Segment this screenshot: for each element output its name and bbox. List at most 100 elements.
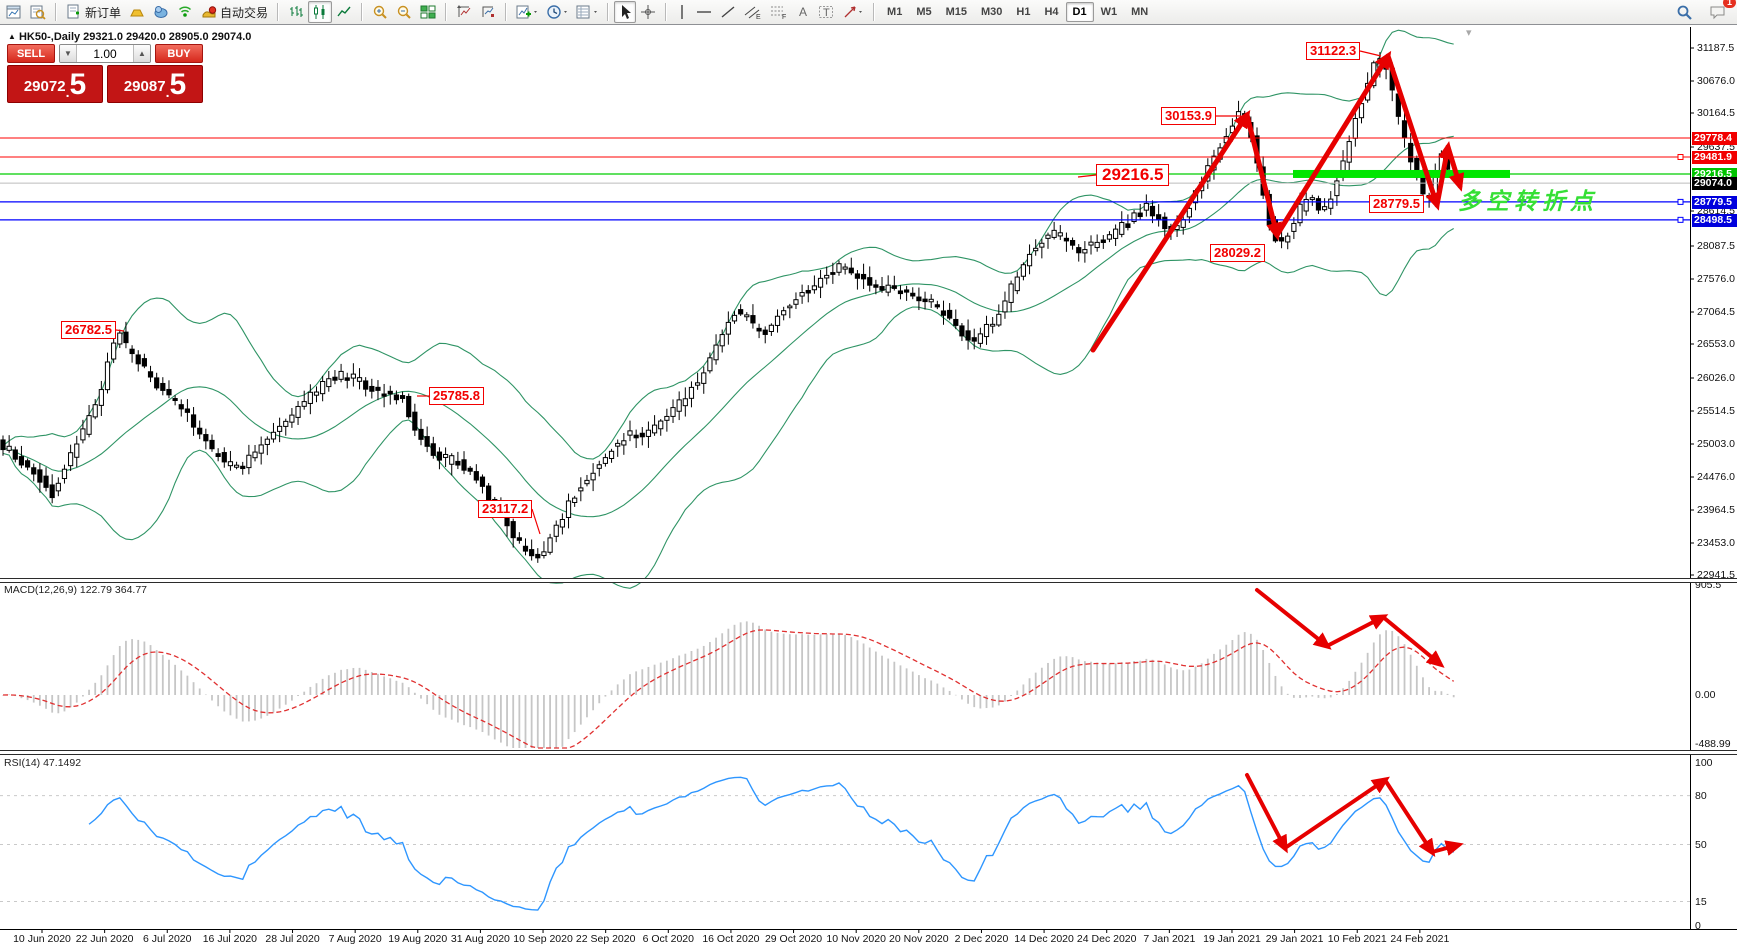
experts-button[interactable] xyxy=(149,1,173,23)
date-label: 16 Jul 2020 xyxy=(202,933,258,945)
scroll-to-end-icon[interactable]: ▾ xyxy=(1466,27,1472,39)
price-label-28029.2[interactable]: 28029.2 xyxy=(1210,244,1265,262)
buy-button[interactable]: BUY xyxy=(155,44,203,63)
new-order-button[interactable]: 新订单 xyxy=(62,1,125,24)
chart-window-button[interactable] xyxy=(2,1,26,23)
auto-arrange-button[interactable] xyxy=(452,1,476,23)
date-label: 29 Oct 2020 xyxy=(764,933,823,945)
tf-button-M30[interactable]: M30 xyxy=(981,6,1003,18)
text-icon: A xyxy=(799,5,807,19)
arrange-icon xyxy=(457,5,471,17)
sell-button[interactable]: SELL xyxy=(7,44,55,63)
text-label-tool[interactable]: T xyxy=(814,1,838,23)
price-label-28779.5[interactable]: 28779.5 xyxy=(1369,195,1424,213)
svg-text:A: A xyxy=(799,5,807,19)
tf-button-M5[interactable]: M5 xyxy=(916,6,932,18)
new-order-icon xyxy=(67,4,79,19)
tf-button-W1[interactable]: W1 xyxy=(1100,6,1118,18)
crosshair-tool-button[interactable] xyxy=(636,1,660,23)
macd-indicator-label: MACD(12,26,9) 122.79 364.77 xyxy=(4,584,148,596)
vertical-line-tool[interactable] xyxy=(672,1,692,23)
chevron-down-icon: ▼ xyxy=(64,49,72,58)
trend-note-text[interactable]: 多空转折点 xyxy=(1458,188,1598,214)
trend-arrows-rsi[interactable] xyxy=(1245,773,1464,858)
autotrading-button[interactable]: 自动交易 xyxy=(197,1,272,24)
toolbar-separator xyxy=(361,3,364,21)
trend-arrows-macd[interactable] xyxy=(1255,588,1445,668)
price-label-26782.5[interactable]: 26782.5 xyxy=(61,321,116,339)
volume-up-button[interactable]: ▲ xyxy=(133,45,150,62)
rsi-level-lines xyxy=(0,795,1690,903)
buy-price-display[interactable]: 29087. 5 xyxy=(107,65,203,103)
comment-icon xyxy=(1710,6,1725,20)
price-badge-29778.4: 29778.4 xyxy=(1692,131,1737,145)
price-label-30153.9[interactable]: 30153.9 xyxy=(1161,107,1216,125)
trendline-icon xyxy=(721,6,735,18)
add-indicator-icon xyxy=(516,5,538,19)
one-click-trading-panel: SELL ▼ 1.00 ▲ BUY 29072. 5 29087. 5 xyxy=(7,44,203,103)
pane-separator-rsi[interactable] xyxy=(0,750,1737,755)
price-badge-28779.5: 28779.5 xyxy=(1692,195,1737,209)
price-tick-label: 27064.5 xyxy=(1697,306,1735,318)
ingot-button[interactable] xyxy=(125,1,149,23)
price-label-25785.8[interactable]: 25785.8 xyxy=(429,387,484,405)
search-button[interactable] xyxy=(1672,1,1697,24)
price-label-23117.2[interactable]: 23117.2 xyxy=(478,500,533,518)
tile-windows-icon xyxy=(420,5,436,19)
toolbar-separator xyxy=(55,3,57,21)
fibonacci-tool[interactable]: F xyxy=(766,1,792,23)
sell-price-display[interactable]: 29072. 5 xyxy=(7,65,103,103)
trendline-tool[interactable] xyxy=(716,1,740,23)
period-button[interactable] xyxy=(542,1,572,23)
date-label: 7 Aug 2020 xyxy=(328,933,382,945)
price-label-31122.3[interactable]: 31122.3 xyxy=(1306,42,1361,60)
data-window-button[interactable] xyxy=(26,1,50,23)
toolbar-separator xyxy=(277,3,280,21)
tf-button-D1[interactable]: D1 xyxy=(1065,2,1094,22)
line-chart-icon xyxy=(337,6,351,17)
date-label: 2 Dec 2020 xyxy=(954,933,1009,945)
zoom-out-button[interactable] xyxy=(392,1,416,23)
line-chart-button[interactable] xyxy=(332,1,356,23)
label-icon: T xyxy=(819,6,834,19)
date-label: 6 Oct 2020 xyxy=(642,933,694,945)
tf-button-H4[interactable]: H4 xyxy=(1044,6,1059,18)
tf-button-MN[interactable]: MN xyxy=(1131,6,1149,18)
notifications-button[interactable]: 1 xyxy=(1705,0,1736,23)
add-indicator-button[interactable] xyxy=(512,1,542,23)
price-label-29216.5[interactable]: 29216.5 xyxy=(1096,164,1170,186)
support-band[interactable] xyxy=(1293,169,1510,178)
date-label: 6 Jul 2020 xyxy=(143,933,192,945)
signals-button[interactable] xyxy=(173,1,197,23)
tf-button-H1[interactable]: H1 xyxy=(1016,6,1031,18)
zoom-in-button[interactable] xyxy=(368,1,392,23)
candles xyxy=(0,52,1457,563)
equidistant-channel-tool[interactable]: E xyxy=(740,1,766,23)
template-button[interactable] xyxy=(572,1,602,23)
template-icon xyxy=(576,5,598,19)
bar-chart-button[interactable] xyxy=(284,1,308,23)
shapes-dropdown-button[interactable] xyxy=(838,1,868,23)
pane-separator-macd[interactable] xyxy=(0,578,1737,583)
tf-button-M15[interactable]: M15 xyxy=(945,6,967,18)
toolbar-separator xyxy=(607,3,610,21)
trend-arrows-main[interactable] xyxy=(1090,50,1465,353)
text-tool[interactable]: A xyxy=(792,1,814,23)
price-tick-label: 31187.5 xyxy=(1697,42,1735,54)
tf-button-M1[interactable]: M1 xyxy=(887,6,903,18)
cursor-tool-button[interactable] xyxy=(614,1,637,23)
data-window-icon xyxy=(30,5,46,20)
volume-down-button[interactable]: ▼ xyxy=(60,45,77,62)
candlestick-button[interactable] xyxy=(308,1,333,23)
chart-shift-button[interactable] xyxy=(476,1,500,23)
volume-input[interactable]: 1.00 xyxy=(93,46,117,61)
collapse-icon[interactable]: ▲ xyxy=(8,32,16,41)
svg-text:T: T xyxy=(823,7,830,19)
svg-text:E: E xyxy=(756,14,761,20)
cascade-icon xyxy=(482,6,495,17)
symbol-info[interactable]: ▲ HK50-,Daily 29321.0 29420.0 28905.0 29… xyxy=(8,31,251,43)
tile-windows-button[interactable] xyxy=(416,1,440,23)
candlestick-icon xyxy=(314,5,325,19)
horizontal-line-tool[interactable] xyxy=(692,1,716,23)
